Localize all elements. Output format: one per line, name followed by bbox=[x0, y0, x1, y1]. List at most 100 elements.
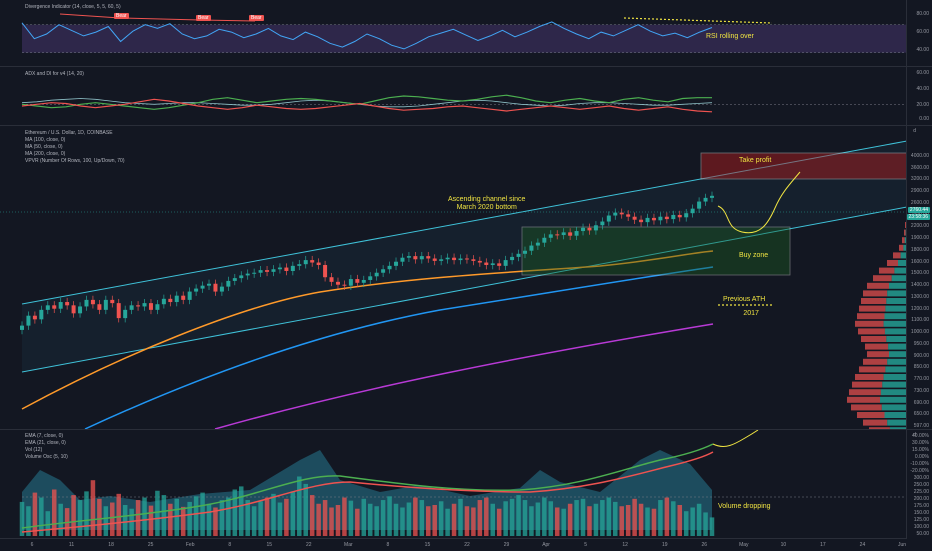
ema7-legend[interactable]: EMA (7, close, 0) bbox=[25, 433, 64, 439]
axis-label: 80.00 bbox=[916, 11, 929, 17]
axis-label: 300.00 bbox=[913, 475, 929, 481]
vpvr-legend[interactable]: VPVR (Number Of Rows, 100, Up/Down, 70) bbox=[25, 158, 125, 164]
vol-legend[interactable]: Vol (12) bbox=[25, 447, 43, 453]
candle-body bbox=[20, 325, 24, 330]
volume-osc-legend[interactable]: Volume Osc (5, 10) bbox=[25, 454, 68, 460]
axis-label: 1000.00 bbox=[910, 329, 929, 336]
volume-axis[interactable]: d 40.00% 30.00% 15.00% 0.00% -10.00% -20.00% 3… bbox=[906, 430, 932, 538]
time-axis-label: 15 bbox=[424, 542, 431, 548]
volume-bar bbox=[232, 489, 238, 536]
volume-profile-buy bbox=[891, 275, 907, 282]
volume-bar bbox=[26, 506, 31, 536]
volume-bar bbox=[709, 517, 715, 536]
candle-body bbox=[200, 285, 205, 289]
candle-body bbox=[568, 232, 573, 236]
axis-corner-label: d bbox=[913, 432, 916, 438]
time-axis-label: 26 bbox=[701, 542, 708, 548]
pane-separator[interactable] bbox=[0, 125, 932, 126]
candle-body bbox=[516, 253, 521, 257]
volume-bar bbox=[187, 501, 192, 536]
channel-lower-line bbox=[21, 206, 907, 373]
volume-bar bbox=[645, 507, 650, 536]
pane-separator[interactable] bbox=[0, 66, 932, 67]
volume-bar bbox=[580, 498, 586, 536]
volume-profile-sell bbox=[902, 237, 905, 244]
ma200-legend[interactable]: MA (200, close, 0) bbox=[25, 151, 66, 157]
channel-upper-line bbox=[21, 140, 907, 305]
adx-legend[interactable]: ADX and DI for v4 (14, 20) bbox=[25, 71, 84, 77]
candle-body bbox=[561, 232, 566, 236]
symbol-title[interactable]: Ethereum / U.S. Dollar, 1D, COINBASE bbox=[25, 130, 113, 136]
candle-body bbox=[677, 214, 682, 218]
pane-separator[interactable] bbox=[0, 429, 932, 430]
adx-pane: ADX and DI for v4 (14, 20) 60.00 40.00 2… bbox=[0, 67, 932, 125]
volume-profile-buy bbox=[883, 320, 907, 327]
volume-bar bbox=[477, 500, 483, 536]
bear-badge: Bear bbox=[114, 13, 129, 19]
rsi-legend[interactable]: Divergence Indicator (14, close, 5, 5, 6… bbox=[25, 4, 121, 10]
volume-profile-sell bbox=[859, 366, 886, 373]
candle-body bbox=[651, 217, 656, 221]
volume-bar bbox=[458, 498, 463, 536]
candle-body bbox=[697, 201, 702, 209]
candle-body bbox=[645, 217, 650, 223]
axis-label: 730.00 bbox=[913, 387, 929, 394]
price-chart bbox=[0, 140, 907, 429]
volume-pane: EMA (7, close, 0) EMA (21, close, 0) Vol… bbox=[0, 430, 932, 538]
candle-body bbox=[232, 278, 237, 281]
volume-bar bbox=[361, 498, 367, 536]
volume-bar bbox=[671, 501, 676, 536]
volume-bar bbox=[535, 502, 541, 536]
candle-body bbox=[574, 231, 579, 236]
volume-bar bbox=[690, 507, 695, 536]
rsi-axis: 80.00 60.00 40.00 bbox=[906, 0, 932, 66]
candle-body bbox=[245, 273, 250, 276]
volume-profile-sell bbox=[851, 404, 882, 411]
candle-body bbox=[413, 256, 418, 260]
di-minus-line bbox=[21, 98, 713, 113]
ma200-line bbox=[214, 323, 714, 429]
ma50-legend[interactable]: MA (50, close, 0) bbox=[25, 144, 63, 150]
volume-bar bbox=[122, 505, 128, 536]
axis-label: 1300.00 bbox=[910, 293, 929, 300]
time-axis-label: 6 bbox=[30, 542, 34, 548]
time-axis-label: 10 bbox=[780, 542, 787, 548]
volume-bar bbox=[284, 498, 289, 536]
candle-body bbox=[471, 259, 476, 261]
axis-label: 150.00 bbox=[913, 510, 929, 516]
volume-bar bbox=[135, 500, 141, 536]
rsi-chart bbox=[21, 13, 907, 53]
volume-bar bbox=[393, 503, 399, 536]
price-legend[interactable]: Ethereum / U.S. Dollar, 1D, COINBASE MA … bbox=[25, 130, 124, 165]
volume-bar bbox=[329, 507, 334, 536]
volume-profile-sell bbox=[861, 336, 887, 342]
volume-bar bbox=[413, 497, 418, 536]
volume-bar bbox=[290, 491, 296, 536]
volume-bar bbox=[516, 495, 521, 536]
candle-body bbox=[297, 264, 302, 266]
volume-bar bbox=[206, 503, 212, 536]
volume-profile-buy bbox=[880, 396, 907, 403]
volume-profile-sell bbox=[857, 313, 885, 320]
axis-label: 60.00 bbox=[916, 70, 929, 76]
axis-label: 100.00 bbox=[913, 524, 929, 530]
ema21-legend[interactable]: EMA (21, close, 0) bbox=[25, 440, 66, 446]
rsi-trend-line bbox=[623, 17, 773, 24]
axis-label: 1400.00 bbox=[910, 282, 929, 289]
volume-bar bbox=[542, 497, 547, 536]
previous-ath-line: 2017 bbox=[743, 310, 759, 317]
axis-label: 900.00 bbox=[913, 352, 929, 359]
volume-bar bbox=[219, 500, 225, 536]
candle-body bbox=[84, 299, 89, 307]
ma100-legend[interactable]: MA (100, close, 0) bbox=[25, 137, 66, 143]
volume-legend[interactable]: EMA (7, close, 0) EMA (21, close, 0) Vol… bbox=[25, 433, 68, 461]
axis-label: 125.00 bbox=[913, 517, 929, 523]
time-axis-label: 11 bbox=[68, 542, 75, 548]
price-axis[interactable]: d 4000.003600.003200.002900.002600.00240… bbox=[906, 126, 932, 429]
time-axis-label: Mar bbox=[344, 542, 353, 548]
volume-bar bbox=[271, 493, 276, 536]
axis-label: 15.00% bbox=[912, 447, 929, 453]
volume-bar bbox=[129, 508, 134, 536]
time-axis[interactable]: 6 11 18 25 Feb 8 15 22 Mar 8 15 22 29 Apr 5 12 19 26 May 10… bbox=[0, 538, 907, 551]
candle-body bbox=[671, 214, 676, 220]
